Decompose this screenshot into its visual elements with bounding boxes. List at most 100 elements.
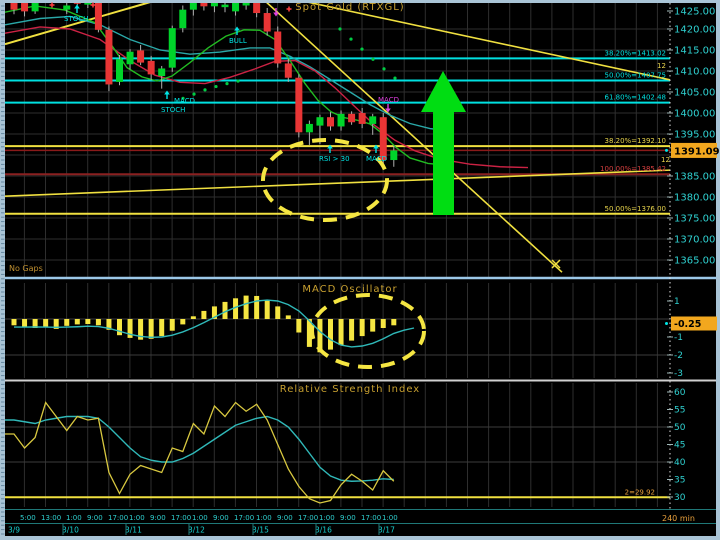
label: 1380.00 bbox=[674, 193, 715, 204]
candle-up bbox=[189, 3, 197, 10]
label: 12 bbox=[657, 62, 666, 70]
label: 9:00 bbox=[213, 514, 229, 522]
macd-bar bbox=[117, 319, 122, 336]
label: 1395.00 bbox=[674, 130, 715, 141]
label: 61.80%=1402.48 bbox=[604, 94, 666, 102]
price-axis: 1425.00 1420.00 1415.00 1410.00 1405.00 1400.… bbox=[665, 7, 720, 503]
macd-bar bbox=[159, 319, 165, 337]
candle-up bbox=[63, 5, 71, 10]
candle-down bbox=[147, 60, 155, 75]
candle-up bbox=[369, 116, 377, 124]
big-green-arrow bbox=[421, 71, 466, 215]
label: 38.20%=1392.10 bbox=[604, 137, 666, 145]
macd-bar bbox=[169, 319, 175, 331]
label: 3/16 bbox=[315, 526, 332, 535]
label: 3/10 bbox=[62, 526, 79, 535]
label: RSI > 30 bbox=[319, 155, 350, 163]
macd-bar bbox=[74, 319, 80, 325]
candle-down bbox=[73, 3, 81, 4]
candle-down bbox=[284, 63, 292, 78]
label: 2=29.92 bbox=[625, 488, 655, 496]
label: 13:00 bbox=[41, 514, 61, 522]
candle-down bbox=[358, 113, 366, 124]
macd-bar bbox=[64, 319, 70, 326]
macd-signal-line bbox=[14, 299, 415, 348]
panel-separators bbox=[5, 3, 716, 524]
label: -1 bbox=[674, 333, 683, 343]
candle-down bbox=[253, 3, 261, 14]
label: 12 bbox=[661, 156, 670, 164]
surfaces bbox=[5, 3, 716, 536]
label: 17:00 bbox=[108, 514, 128, 522]
candle-up bbox=[316, 117, 324, 126]
macd-bar bbox=[391, 319, 397, 326]
label: 1375.00 bbox=[674, 214, 715, 225]
candle-down bbox=[379, 117, 387, 161]
label: 50.00%=1407.75 bbox=[604, 71, 666, 79]
main-chart-plot[interactable] bbox=[5, 3, 670, 277]
label: 60 bbox=[674, 388, 686, 398]
price-axis-surface[interactable] bbox=[671, 3, 716, 509]
macd-bar bbox=[106, 319, 112, 330]
candle-up bbox=[221, 4, 229, 8]
rsi-chart-plot[interactable] bbox=[5, 383, 670, 507]
macd-bar bbox=[380, 319, 386, 328]
label: 1:00 bbox=[192, 514, 208, 522]
macd-bar bbox=[127, 319, 133, 338]
label: 17:00 bbox=[298, 514, 318, 522]
label: -0.25 bbox=[674, 319, 701, 330]
candle-down bbox=[348, 113, 356, 123]
label: BULL bbox=[229, 37, 247, 45]
rsi-smoothed-line bbox=[5, 415, 394, 482]
dashed-ellipse bbox=[261, 138, 389, 222]
macd-chart-plot[interactable] bbox=[5, 283, 670, 378]
candle-down bbox=[10, 3, 18, 10]
label: 1420.00 bbox=[674, 25, 715, 36]
macd-bar bbox=[211, 306, 217, 319]
candle-down bbox=[274, 31, 282, 64]
macd-bar bbox=[53, 319, 59, 329]
macd-bar bbox=[328, 319, 333, 350]
macd-bar bbox=[296, 319, 302, 333]
candle-down bbox=[295, 77, 303, 133]
label: 1385.00 bbox=[674, 172, 715, 183]
label: 1:00 bbox=[319, 514, 335, 522]
last-price-box bbox=[671, 142, 717, 158]
macd-bar bbox=[233, 298, 239, 319]
rsi-annotations: 2=29.92 bbox=[625, 488, 655, 496]
candle-up bbox=[31, 3, 39, 12]
label: 9:00 bbox=[340, 514, 356, 522]
candle-up bbox=[116, 59, 123, 82]
label: 35 bbox=[674, 476, 685, 486]
candle-up bbox=[242, 3, 250, 6]
macd-bar bbox=[254, 295, 260, 319]
candle-down bbox=[21, 3, 29, 12]
macd-bar bbox=[222, 301, 228, 319]
candle-up bbox=[210, 3, 218, 7]
label: 1410.00 bbox=[674, 67, 715, 78]
macd-bar bbox=[180, 319, 186, 325]
macd-bar bbox=[85, 319, 91, 325]
label: -3 bbox=[674, 369, 683, 379]
rsi-line bbox=[5, 401, 395, 504]
signal-markers: STOCHBULLMACDSTOCHMACDRSI > 30MACD bbox=[49, 2, 561, 269]
label: 17:00 bbox=[361, 514, 381, 522]
macd-value-box bbox=[671, 316, 717, 331]
dashed-ellipse bbox=[310, 293, 426, 369]
candle-up bbox=[305, 123, 313, 133]
label: 17:00 bbox=[234, 514, 254, 522]
label: 9:00 bbox=[87, 514, 103, 522]
label: 1415.00 bbox=[674, 46, 715, 57]
label: 1:00 bbox=[382, 514, 398, 522]
label: 17:00 bbox=[171, 514, 191, 522]
label: MACD bbox=[378, 96, 399, 104]
macd-layer bbox=[11, 295, 415, 353]
label: 38.20%=1413.02 bbox=[604, 49, 666, 57]
label: 3/15 bbox=[252, 526, 269, 535]
time-axis-surface[interactable] bbox=[5, 510, 670, 536]
macd-bar bbox=[11, 319, 17, 326]
macd-bar bbox=[359, 319, 365, 337]
macd-bar bbox=[243, 295, 249, 319]
macd-bar bbox=[338, 319, 344, 346]
